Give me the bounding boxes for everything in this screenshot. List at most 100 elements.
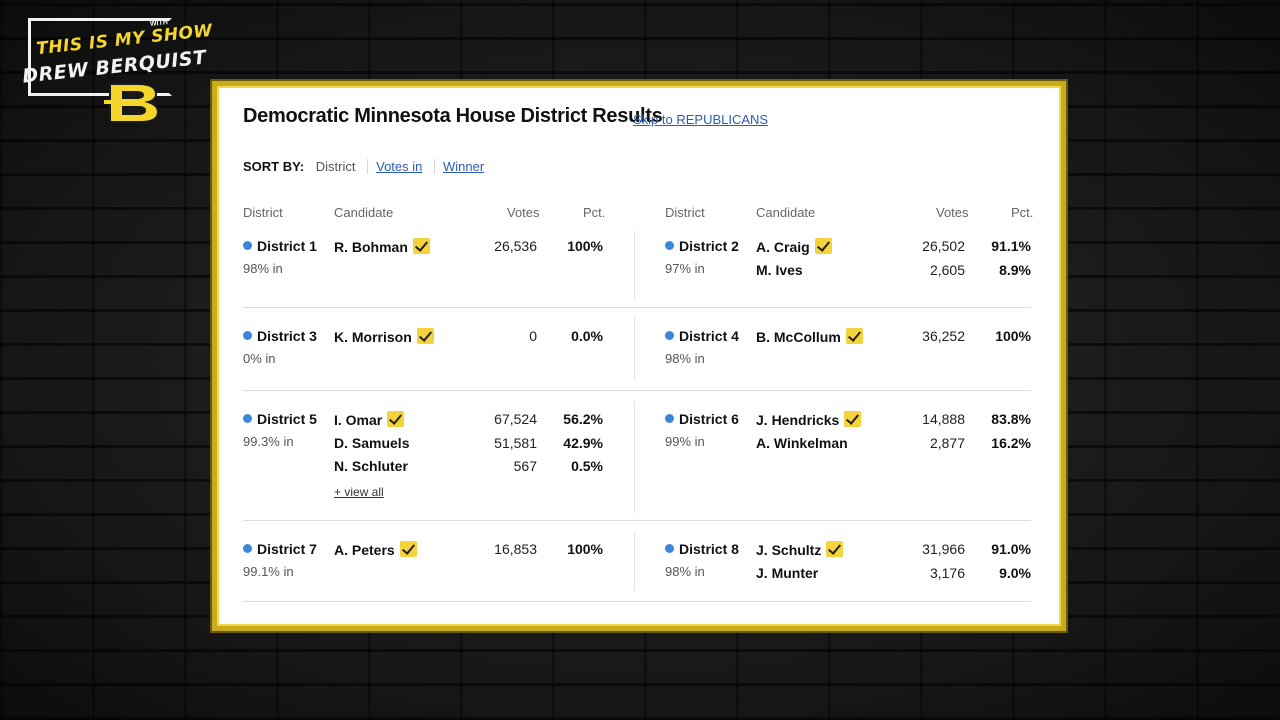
column-divider <box>634 231 635 299</box>
sort-option-votes-in[interactable]: Votes in <box>367 159 431 174</box>
winner-check-icon <box>844 411 862 427</box>
sort-option-district[interactable]: District <box>315 159 356 174</box>
candidate-votes: 26,536 <box>494 238 537 254</box>
row-divider <box>243 601 1031 602</box>
candidate-label: I. Omar <box>334 412 383 428</box>
winner-check-icon <box>416 328 434 344</box>
status-dot-icon <box>243 331 252 340</box>
reporting-percent: 99.1% in <box>243 564 294 579</box>
winner-check-icon <box>399 541 417 557</box>
column-divider <box>634 317 635 381</box>
sort-label: SORT BY: <box>243 159 305 174</box>
column-divider <box>634 401 635 513</box>
candidate-label: J. Hendricks <box>756 412 840 428</box>
page-title: Democratic Minnesota House District Resu… <box>243 105 663 127</box>
col-header-candidate-right: Candidate <box>756 205 816 220</box>
winner-check-icon <box>387 411 405 427</box>
candidate-name: N. Schluter <box>334 458 408 474</box>
district-name: District 6 <box>665 411 739 427</box>
candidate-label: R. Bohman <box>334 239 408 255</box>
candidate-pct: 91.1% <box>991 238 1031 254</box>
winner-check-icon <box>814 238 832 254</box>
district-name: District 4 <box>665 328 739 344</box>
district-label: District 4 <box>679 328 739 344</box>
sort-option-winner[interactable]: Winner <box>434 159 493 174</box>
results-panel: Democratic Minnesota House District Resu… <box>222 91 1056 621</box>
candidate-name: A. Craig <box>756 238 832 255</box>
candidate-pct: 0.0% <box>571 328 603 344</box>
row-divider <box>243 520 1031 521</box>
candidate-label: K. Morrison <box>334 329 412 345</box>
reporting-percent: 0% in <box>243 351 276 366</box>
row-divider <box>243 390 1031 391</box>
status-dot-icon <box>665 331 674 340</box>
status-dot-icon <box>665 544 674 553</box>
reporting-percent: 98% in <box>243 261 283 276</box>
col-header-pct-right: Pct. <box>1011 205 1034 220</box>
winner-check-icon <box>412 238 430 254</box>
reporting-percent: 99% in <box>665 434 705 449</box>
candidate-label: J. Schultz <box>756 542 822 558</box>
candidate-pct: 100% <box>567 541 603 557</box>
candidate-pct: 91.0% <box>991 541 1031 557</box>
candidate-votes: 14,888 <box>922 411 965 427</box>
candidate-votes: 36,252 <box>922 328 965 344</box>
candidate-name: M. Ives <box>756 262 803 278</box>
candidate-pct: 42.9% <box>563 434 603 451</box>
district-name: District 7 <box>243 541 317 557</box>
district-name: District 1 <box>243 238 317 254</box>
candidate-label: D. Samuels <box>334 434 410 451</box>
district-name: District 5 <box>243 411 317 427</box>
col-header-district-right: District <box>665 205 705 220</box>
status-dot-icon <box>243 414 252 423</box>
candidate-votes: 16,853 <box>494 541 537 557</box>
status-dot-icon <box>243 544 252 553</box>
status-dot-icon <box>665 414 674 423</box>
status-dot-icon <box>243 241 252 250</box>
logo-b-mark-icon <box>104 83 160 123</box>
candidate-name: J. Hendricks <box>756 411 862 428</box>
candidate-pct: 56.2% <box>563 411 603 427</box>
candidate-name: A. Peters <box>334 541 417 558</box>
district-label: District 6 <box>679 411 739 427</box>
candidate-pct: 100% <box>567 238 603 254</box>
candidate-name: K. Morrison <box>334 328 434 345</box>
candidate-label: N. Schluter <box>334 458 408 474</box>
candidate-label: M. Ives <box>756 261 803 278</box>
district-label: District 2 <box>679 238 739 254</box>
candidate-votes: 2,605 <box>929 261 965 278</box>
candidate-pct: 0.5% <box>571 458 603 474</box>
district-name: District 8 <box>665 541 739 557</box>
candidate-votes: 3,176 <box>929 564 965 581</box>
candidate-pct: 16.2% <box>991 434 1031 451</box>
row-divider <box>243 307 1031 308</box>
candidate-votes: 567 <box>513 458 537 474</box>
district-name: District 2 <box>665 238 739 254</box>
district-name: District 3 <box>243 328 317 344</box>
candidate-name: A. Winkelman <box>756 435 848 451</box>
sort-bar: SORT BY: District Votes in Winner <box>243 159 493 174</box>
winner-check-icon <box>826 541 844 557</box>
candidate-votes: 0 <box>529 328 537 344</box>
candidate-name: R. Bohman <box>334 238 430 255</box>
candidate-label: B. McCollum <box>756 329 841 345</box>
district-label: District 8 <box>679 541 739 557</box>
view-all-link[interactable]: + view all <box>334 485 384 499</box>
reporting-percent: 98% in <box>665 351 705 366</box>
candidate-pct: 100% <box>995 328 1031 344</box>
candidate-name: I. Omar <box>334 411 405 428</box>
district-label: District 3 <box>257 328 317 344</box>
candidate-label: A. Winkelman <box>756 434 848 451</box>
col-header-votes-right: Votes <box>936 205 969 220</box>
winner-check-icon <box>845 328 863 344</box>
candidate-votes: 2,877 <box>929 434 965 451</box>
candidate-label: A. Craig <box>756 239 810 255</box>
district-label: District 7 <box>257 541 317 557</box>
status-dot-icon <box>665 241 674 250</box>
candidate-pct: 8.9% <box>999 261 1031 278</box>
candidate-name: J. Schultz <box>756 541 844 558</box>
skip-to-republicans-link[interactable]: Skip to REPUBLICANS <box>633 112 769 127</box>
candidate-name: B. McCollum <box>756 328 863 345</box>
district-label: District 1 <box>257 238 317 254</box>
col-header-pct-left: Pct. <box>583 205 606 220</box>
